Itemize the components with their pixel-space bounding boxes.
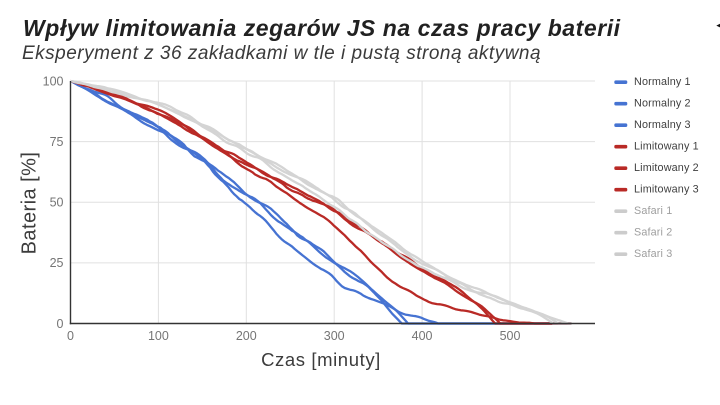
svg-text:Limitowany 2: Limitowany 2 — [634, 162, 699, 174]
svg-text:400: 400 — [412, 329, 433, 343]
svg-text:300: 300 — [324, 329, 345, 343]
svg-text:50: 50 — [50, 196, 64, 210]
svg-text:0: 0 — [67, 329, 74, 343]
svg-text:75: 75 — [50, 135, 64, 149]
svg-text:0: 0 — [57, 317, 64, 331]
svg-text:Safari 1: Safari 1 — [634, 205, 672, 217]
svg-text:200: 200 — [236, 329, 257, 343]
svg-text:Bateria [%]: Bateria [%] — [19, 152, 41, 255]
svg-text:Normalny 3: Normalny 3 — [634, 119, 691, 131]
svg-text:100: 100 — [148, 329, 169, 343]
svg-text:500: 500 — [500, 329, 521, 343]
svg-text:Safari 2: Safari 2 — [634, 226, 672, 238]
svg-text:Limitowany 1: Limitowany 1 — [634, 140, 699, 152]
svg-text:Safari 3: Safari 3 — [634, 248, 672, 260]
svg-text:25: 25 — [50, 256, 64, 270]
svg-text:Limitowany 3: Limitowany 3 — [634, 183, 699, 195]
svg-text:Normalny 2: Normalny 2 — [634, 97, 691, 109]
svg-text:Czas [minuty]: Czas [minuty] — [261, 349, 381, 370]
svg-text:Normalny 1: Normalny 1 — [634, 76, 691, 88]
svg-text:100: 100 — [43, 74, 64, 88]
